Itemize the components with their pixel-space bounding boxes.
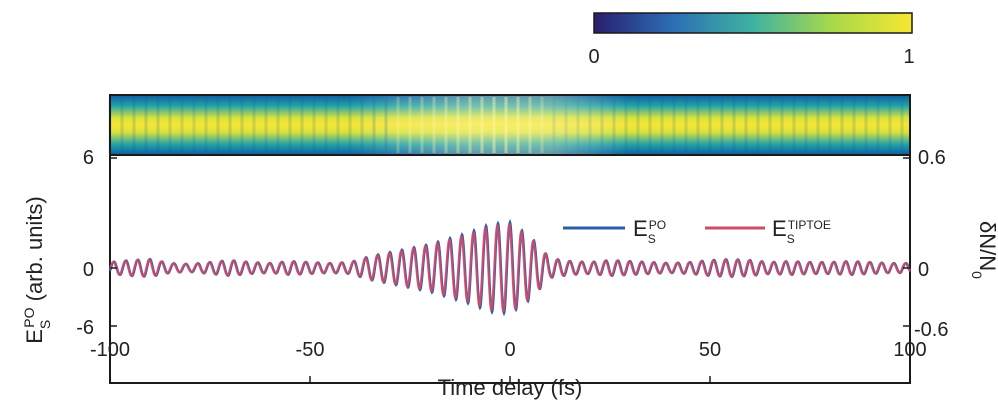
- y-right-tick-mid: 0: [918, 259, 929, 281]
- colorbar: 0 1: [588, 12, 915, 68]
- y-right-tick-top: 0.6: [918, 147, 946, 169]
- y-left-tick-mid: 0: [83, 259, 94, 281]
- colorbar-tick-1: 1: [903, 46, 914, 68]
- legend: ESPO ESTIPTOE: [563, 216, 831, 246]
- y-right-tick-labels: 0.6 0 -0.6: [914, 147, 948, 341]
- waveforms: [108, 218, 912, 317]
- heatmap-strip-highlight: [110, 95, 910, 155]
- x-tick-label: -100: [90, 339, 130, 361]
- y-left-tick-labels: 6 0 -6: [76, 147, 94, 339]
- y-left-tick-bot: -6: [76, 317, 94, 339]
- colorbar-tick-0: 0: [588, 46, 599, 68]
- heatmap-strip: [108, 94, 911, 156]
- y-right-tick-bot: -0.6: [914, 319, 948, 341]
- x-tick-label: -50: [296, 339, 325, 361]
- y-right-axis-label: δN/N0: [969, 221, 998, 279]
- colorbar-gradient: [593, 12, 913, 34]
- series-line-tiptoe: [108, 222, 911, 313]
- y-left-tick-top: 6: [83, 147, 94, 169]
- legend-label-tiptoe: ESTIPTOE: [772, 216, 831, 246]
- x-tick-label: 100: [893, 339, 926, 361]
- tick-marks: [109, 157, 911, 383]
- x-tick-label: 50: [699, 339, 721, 361]
- y-left-axis-label: ESPO (arb. units): [21, 196, 53, 344]
- legend-label-po: ESPO: [633, 216, 666, 246]
- x-axis-label: Time delay (fs): [438, 375, 583, 400]
- x-tick-label: 0: [504, 339, 515, 361]
- x-tick-labels: -100 -50 0 50 100: [90, 339, 927, 361]
